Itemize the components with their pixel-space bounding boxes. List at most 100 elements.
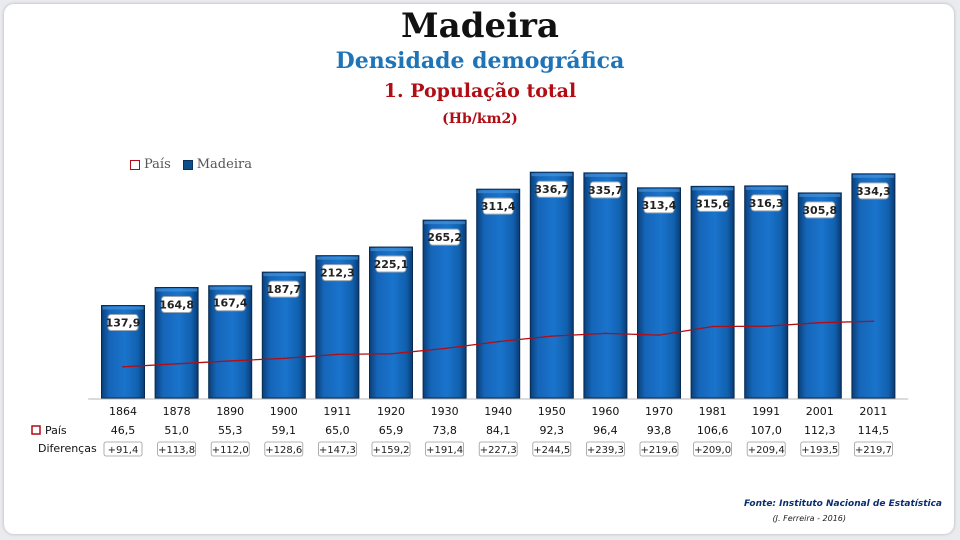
data-label-madeira-1950: 336,7: [534, 183, 569, 196]
bar-madeira-1960: [583, 172, 628, 399]
legend: País Madeira: [130, 157, 252, 172]
difference-value-1878: +113,8: [158, 445, 195, 456]
data-label-box-1878: [161, 295, 193, 313]
x-tick-1864: 1864: [109, 405, 137, 418]
data-label-madeira-1960: 335,7: [588, 184, 623, 197]
data-label-box-1950: [536, 180, 568, 198]
data-label-madeira-1864: 137,9: [106, 317, 141, 330]
point-pais-1991: [765, 325, 767, 328]
bar-madeira-1940: [476, 188, 521, 399]
x-tick-1920: 1920: [377, 405, 405, 418]
chart-subtitle-2: 1. População total: [383, 80, 577, 102]
point-pais-1930: [443, 347, 446, 350]
data-label-box-1900: [268, 280, 300, 298]
bar-highlight-1940: [477, 190, 519, 194]
point-pais-1911: [336, 353, 339, 356]
data-label-madeira-1911: 212,3: [320, 267, 355, 280]
data-label-madeira-1890: 167,4: [213, 297, 248, 310]
difference-box-1940: [478, 441, 518, 457]
bar-madeira-2011: [851, 173, 896, 399]
difference-box-1900: [264, 441, 304, 457]
difference-box-1930: [425, 441, 465, 457]
row-label-pais: País: [45, 424, 67, 437]
data-label-box-2011: [857, 182, 889, 200]
legend-swatch-madeira: [182, 159, 193, 170]
chart-units: (Hb/km2): [442, 111, 518, 127]
data-label-madeira-1940: 311,4: [481, 200, 516, 213]
x-tick-1981: 1981: [699, 405, 727, 418]
bar-highlight-1864: [102, 306, 144, 310]
difference-box-1890: [210, 441, 250, 457]
legend-label-pais: País: [144, 157, 171, 172]
pais-value-1900: 59,1: [272, 424, 297, 437]
difference-value-1864: +91,4: [108, 445, 139, 456]
pais-value-2011: 114,5: [858, 424, 890, 437]
difference-box-1920: [371, 441, 411, 457]
x-tick-1900: 1900: [270, 405, 298, 418]
data-label-box-1930: [429, 228, 461, 246]
data-label-madeira-1900: 187,7: [266, 283, 301, 296]
row-label-diferencas: Diferenças: [38, 442, 97, 455]
pais-value-1890: 55,3: [218, 424, 243, 437]
data-label-box-1960: [589, 181, 621, 199]
difference-box-1991: [746, 441, 786, 457]
bar-highlight-1930: [424, 221, 466, 225]
difference-value-1930: +191,4: [426, 445, 463, 456]
point-pais-1890: [229, 360, 231, 362]
bar-highlight-1960: [584, 173, 626, 177]
point-pais-1960: [604, 332, 607, 335]
pais-value-1864: 46,5: [111, 424, 136, 437]
x-tick-1950: 1950: [538, 405, 566, 418]
bar-highlight-1970: [638, 188, 680, 192]
x-tick-1930: 1930: [431, 405, 459, 418]
bar-highlight-1878: [156, 288, 198, 292]
difference-box-1970: [639, 441, 679, 457]
x-tick-1911: 1911: [323, 405, 351, 418]
pais-value-1981: 106,6: [697, 424, 729, 437]
point-pais-1900: [283, 357, 285, 360]
x-tick-2011: 2011: [859, 405, 887, 418]
difference-value-1920: +159,2: [372, 445, 409, 456]
data-label-madeira-1920: 225,1: [374, 258, 409, 271]
pais-value-1991: 107,0: [750, 424, 782, 437]
difference-value-1981: +209,0: [694, 445, 731, 456]
point-pais-1950: [551, 335, 553, 337]
data-label-box-1890: [214, 294, 246, 312]
pais-value-1970: 93,8: [647, 424, 672, 437]
pais-value-2001: 112,3: [804, 424, 836, 437]
difference-value-1911: +147,3: [319, 445, 356, 456]
legend-item-madeira: Madeira: [182, 157, 252, 172]
x-tick-2001: 2001: [806, 405, 834, 418]
bar-highlight-1911: [316, 256, 358, 260]
point-pais-1970: [658, 334, 660, 336]
pais-value-1930: 73,8: [432, 424, 457, 437]
pais-value-1920: 65,9: [379, 424, 404, 437]
bar-highlight-2011: [852, 174, 894, 178]
point-pais-1864: [122, 366, 124, 368]
bar-madeira-1991: [744, 185, 789, 399]
data-label-box-1911: [321, 264, 353, 282]
data-label-madeira-1878: 164,8: [159, 298, 194, 311]
bar-madeira-2001: [797, 192, 842, 399]
x-tick-1960: 1960: [591, 405, 619, 418]
source-text: Fonte: Instituto Nacional de Estatística: [743, 499, 942, 509]
difference-value-1940: +227,3: [480, 445, 517, 456]
difference-value-1970: +219,6: [640, 445, 677, 456]
pais-value-1878: 51,0: [164, 424, 189, 437]
row-swatch-pais: [31, 425, 41, 435]
difference-value-2011: +219,7: [855, 445, 892, 456]
data-label-box-2001: [804, 201, 836, 219]
bar-highlight-2001: [799, 193, 841, 197]
data-label-box-1864: [107, 314, 139, 332]
pais-value-1940: 84,1: [486, 424, 511, 437]
point-pais-2011: [872, 320, 875, 323]
difference-box-1950: [532, 441, 572, 457]
point-pais-1940: [497, 340, 500, 343]
x-tick-1890: 1890: [216, 405, 244, 418]
difference-value-1960: +239,3: [587, 445, 624, 456]
pais-value-1960: 96,4: [593, 424, 618, 437]
bar-madeira-1970: [637, 187, 681, 399]
author-text: (J. Ferreira - 2016): [772, 514, 846, 523]
point-pais-1920: [390, 353, 392, 355]
